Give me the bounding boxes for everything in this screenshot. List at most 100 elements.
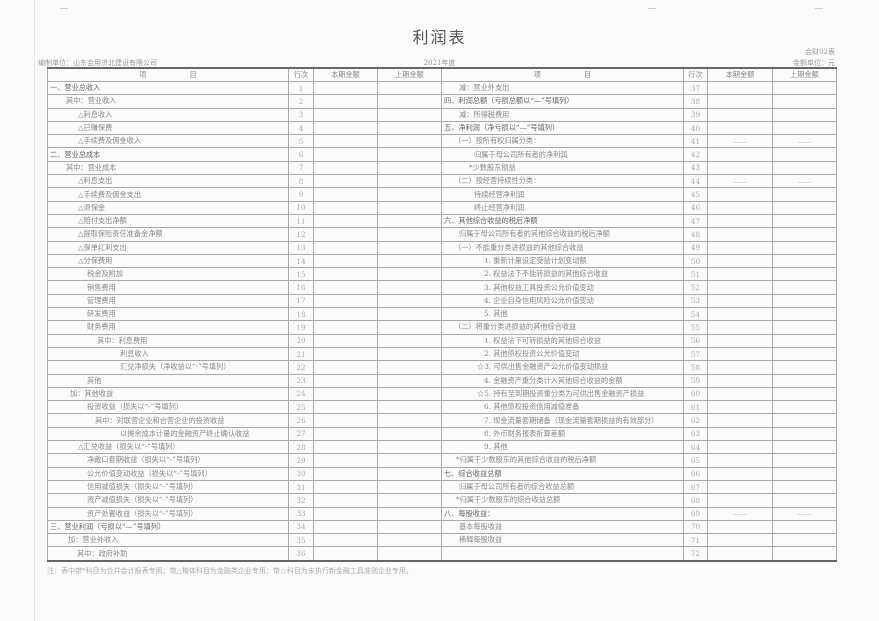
table-row: 资产减值损失（损失以“-”号填列） 32 — [47, 493, 442, 508]
row-item: △保单红利支出 — [47, 240, 289, 255]
row-prior-amount — [772, 160, 837, 176]
table-row: 利息收入 21 — [47, 346, 442, 362]
row-line-number: 61 — [683, 400, 708, 415]
row-prior-amount — [377, 506, 442, 521]
table-row: △退保金 10 — [47, 200, 442, 215]
scan-mark — [60, 8, 68, 9]
row-item: 税金及附加 — [47, 267, 289, 282]
income-statement-left: 项 目 行次 本期金额 上期金额 一、营业总收入 1 其中：营业收入 2 △利息收入 3 △… — [47, 67, 442, 562]
table-row: 8. 外币财务报表折算差额 63 — [441, 426, 837, 442]
row-line-number: 58 — [683, 360, 708, 375]
table-row: 4. 企业自身信用风险公允价值变动 53 — [441, 293, 837, 309]
row-line-number: 69 — [683, 506, 708, 521]
row-prior-amount — [377, 333, 442, 348]
footnote: 注：表中带*科目为合并会计报表专用；带△楷体科目为金融类企业专用；带☆科目为未执… — [47, 567, 413, 575]
row-line-number: 38 — [683, 94, 708, 109]
row-line-number: 3 — [288, 107, 314, 122]
row-prior-amount — [772, 253, 837, 269]
table-row: 财务费用 19 — [47, 320, 442, 335]
row-line-number: 66 — [683, 466, 708, 481]
row-item: 稀释每股收益 — [441, 533, 684, 548]
row-item: 4. 企业自身信用风险公允价值变动 — [441, 293, 684, 309]
row-current-amount — [313, 386, 378, 402]
row-current-amount — [707, 200, 773, 215]
row-item: 其中：利息费用 — [47, 333, 289, 348]
row-item: （二）将重分类进损益的其他综合收益 — [441, 320, 684, 335]
row-prior-amount — [377, 307, 442, 322]
row-item: 7. 现金流量套期储备（现金流量套期损益的有效部分） — [441, 413, 684, 428]
row-current-amount — [707, 519, 773, 535]
row-current-amount — [707, 293, 773, 309]
row-prior-amount: —— — [772, 506, 837, 521]
row-item: 减：营业外支出 — [441, 80, 684, 96]
row-current-amount — [707, 346, 773, 362]
row-item: △已赚保费 — [47, 120, 289, 136]
row-item: 利息收入 — [47, 346, 289, 362]
row-current-amount — [707, 493, 773, 508]
table-row: *归属于少数股东的其他综合收益的税后净额 65 — [441, 453, 837, 468]
row-item: 其中：政府补助 — [47, 546, 289, 562]
row-line-number: 11 — [288, 213, 314, 229]
row-item: 八、每股收益： — [441, 506, 684, 521]
row-item: 财务费用 — [47, 320, 289, 335]
row-current-amount — [707, 240, 773, 255]
row-current-amount — [707, 333, 773, 348]
row-line-number: 51 — [683, 267, 708, 282]
row-item: △提取保险责任准备金净额 — [47, 227, 289, 242]
row-item: 其中：营业收入 — [47, 94, 289, 109]
row-current-amount — [313, 213, 378, 229]
table-row: 终止经营净利润 46 — [441, 200, 837, 215]
income-statement-right: 项 目 行次 本期金额 上期金额 减：营业外支出 37 四、利润总额（亏损总额以“—… — [441, 67, 837, 562]
row-line-number: 24 — [288, 386, 314, 402]
row-current-amount — [313, 546, 378, 562]
row-prior-amount — [772, 240, 837, 255]
row-line-number: 2 — [288, 94, 314, 109]
row-current-amount — [313, 333, 378, 348]
row-prior-amount — [772, 280, 837, 295]
row-line-number: 20 — [288, 333, 314, 348]
row-item: 研发费用 — [47, 307, 289, 322]
row-line-number: 48 — [683, 227, 708, 242]
row-item: 七、综合收益总额 — [441, 466, 684, 481]
currency-unit: 金额单位：元 — [793, 59, 835, 67]
table-row: △已赚保费 4 — [47, 120, 442, 136]
row-current-amount — [707, 160, 773, 176]
table-row: 汇兑净损失（净收益以“-”号填列） 22 — [47, 360, 442, 375]
row-item: 公允价值变动收益（损失以“-”号填列） — [47, 466, 289, 481]
row-prior-amount — [377, 360, 442, 375]
row-prior-amount — [772, 227, 837, 242]
row-prior-amount — [377, 227, 442, 242]
row-item: （二）按经营持续性分类： — [441, 174, 684, 189]
document-title: 利润表 — [412, 28, 467, 47]
row-item: ☆3. 可供出售金融资产公允价值变动损益 — [441, 360, 684, 375]
table-row: 9. 其他 64 — [441, 440, 837, 455]
row-current-amount — [313, 227, 378, 242]
row-current-amount — [707, 440, 773, 455]
table-row: 稀释每股收益 71 — [441, 533, 837, 548]
row-prior-amount — [377, 373, 442, 388]
row-prior-amount — [377, 346, 442, 362]
row-current-amount — [707, 147, 773, 162]
row-line-number: 34 — [288, 519, 314, 535]
table-row: 7. 现金流量套期储备（现金流量套期损益的有效部分） 62 — [441, 413, 837, 428]
header-prior: 上期金额 — [772, 67, 837, 82]
table-row: 二、营业总成本 6 — [47, 147, 442, 162]
row-line-number: 47 — [683, 213, 708, 229]
row-line-number: 30 — [288, 466, 314, 481]
row-prior-amount — [772, 493, 837, 508]
row-line-number: 32 — [288, 493, 314, 508]
row-prior-amount — [377, 80, 442, 96]
row-prior-amount: —— — [772, 174, 837, 189]
row-item: 投资收益（损失以“-”号填列） — [47, 400, 289, 415]
row-item: 净敞口套期收益（损失以“-”号填列） — [47, 453, 289, 468]
header-line: 行次 — [288, 67, 314, 82]
row-line-number: 18 — [288, 307, 314, 322]
row-item: △分保费用 — [47, 253, 289, 269]
row-line-number: 67 — [683, 479, 708, 495]
row-current-amount — [313, 267, 378, 282]
row-prior-amount — [772, 373, 837, 388]
table-row: 归属于母公司所有者的净利润 42 — [441, 147, 837, 162]
table-row: 以摊余成本计量的金融资产终止确认收益 27 — [47, 426, 442, 442]
row-item: 基本每股收益 — [441, 519, 684, 535]
table-row: △手续费及佣金收入 5 — [47, 134, 442, 149]
